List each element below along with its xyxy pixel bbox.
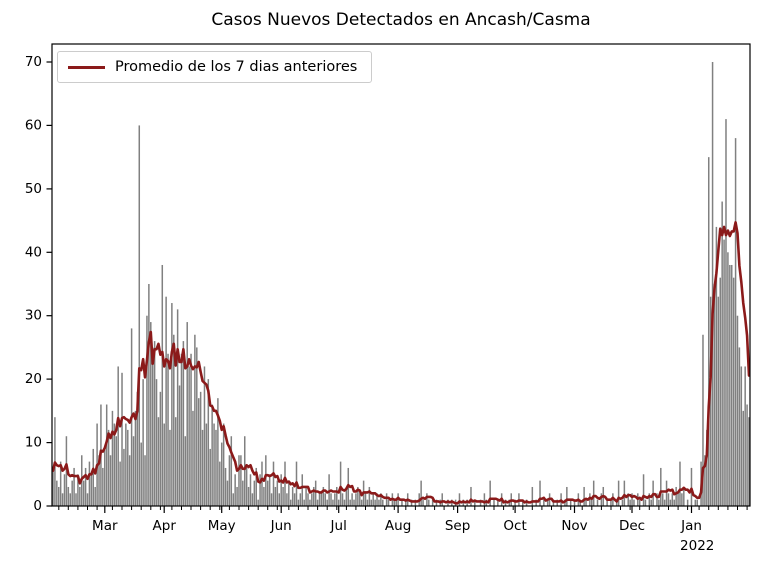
year-label: 2022 [680,538,714,554]
legend: Promedio de los 7 dias anteriores [57,51,373,83]
svg-text:Jan: Jan [680,518,702,534]
svg-text:60: 60 [25,117,42,133]
svg-text:70: 70 [25,54,42,70]
svg-text:May: May [208,518,236,534]
svg-text:Mar: Mar [92,518,118,534]
svg-text:40: 40 [25,244,42,260]
average-line [51,221,751,505]
svg-text:Jun: Jun [270,518,292,534]
bars-series [52,62,750,507]
svg-text:30: 30 [25,308,42,324]
axis-tick-labels: 0 10 20 30 40 50 60 70 Mar Apr May Jun Jul Aug Sep Oct N… [25,54,715,554]
svg-text:Dec: Dec [619,518,645,534]
svg-text:50: 50 [25,181,42,197]
svg-text:0: 0 [33,498,42,514]
chart-title: Casos Nuevos Detectados en Ancash/Casma [211,10,591,30]
axis-frame [51,43,751,507]
svg-text:Aug: Aug [385,518,411,534]
svg-text:Apr: Apr [153,518,177,534]
svg-text:10: 10 [25,435,42,451]
axis-ticks [46,61,748,513]
legend-label: Promedio de los 7 dias anteriores [115,59,358,75]
svg-text:Sep: Sep [445,518,470,534]
svg-text:20: 20 [25,371,42,387]
svg-text:Nov: Nov [561,518,587,534]
svg-text:Oct: Oct [503,518,526,534]
svg-text:Jul: Jul [330,518,347,534]
legend-line-sample [68,65,105,69]
